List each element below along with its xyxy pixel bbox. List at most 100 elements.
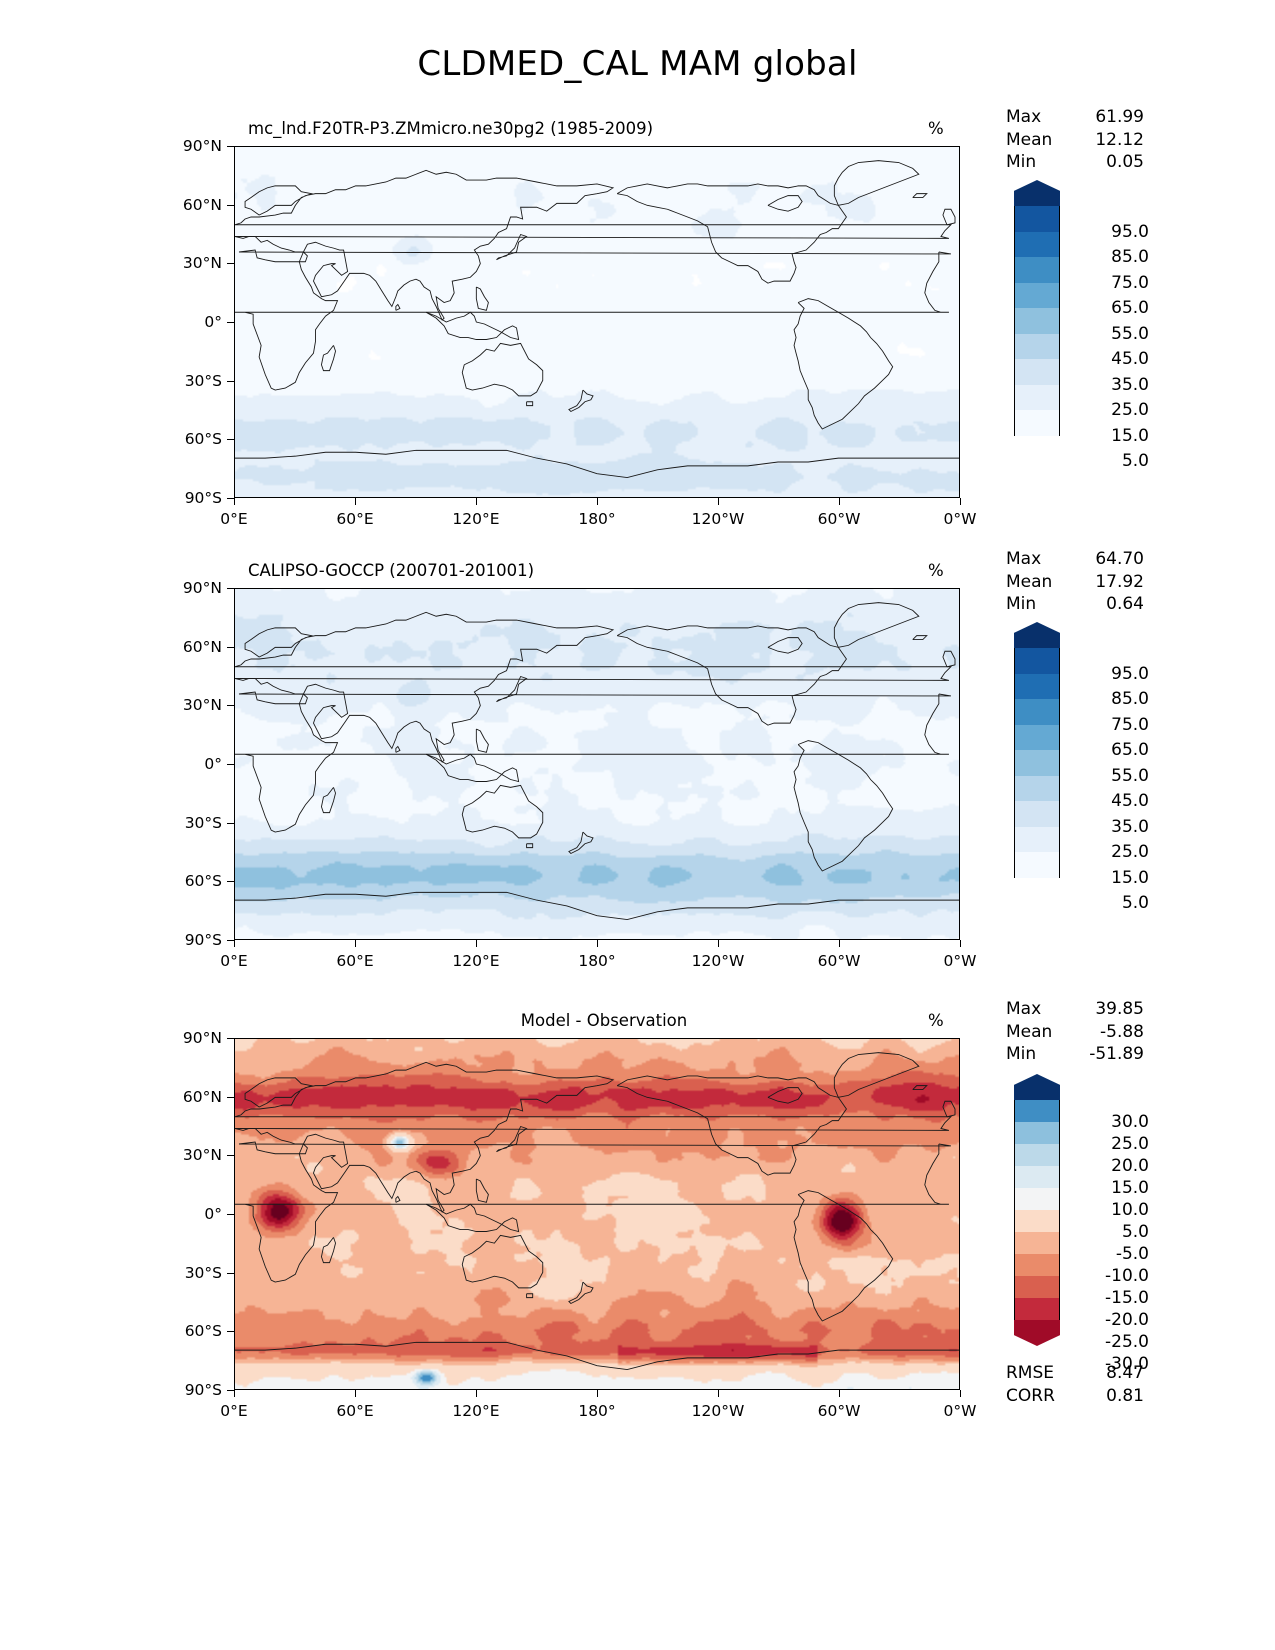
colorbar-segment [1015, 1166, 1059, 1188]
colorbar-tick-label: -15.0 [1105, 1288, 1149, 1308]
xtick-label: 120°W [691, 510, 745, 528]
colorbar-segment [1015, 1144, 1059, 1166]
colorbar-tick-label: 85.0 [1111, 247, 1149, 267]
colorbar-segment [1015, 308, 1059, 334]
stat-value: 0.05 [1106, 152, 1144, 172]
colorbar-top-cap [1014, 1074, 1060, 1100]
colorbar-tick-label: 15.0 [1111, 1178, 1149, 1198]
colorbar-segment [1015, 750, 1059, 776]
stat-value: 17.92 [1095, 571, 1144, 592]
ytick-mark [227, 1096, 234, 1098]
colorbar-tick-label: -20.0 [1105, 1310, 1149, 1330]
xtick-mark [597, 940, 599, 947]
colorbar-segment [1015, 1254, 1059, 1276]
ytick-mark [227, 498, 234, 500]
colorbar-tick-label: 15.0 [1111, 867, 1149, 888]
xtick-label: 120°E [452, 510, 500, 528]
ytick-mark [227, 705, 234, 707]
map-model [234, 146, 960, 498]
ytick-label: 60°N [182, 195, 222, 214]
ytick-mark [227, 764, 234, 766]
colorbar-segment [1015, 673, 1059, 699]
colorbar-segment [1015, 775, 1059, 801]
xtick-mark [597, 1390, 599, 1397]
xtick-mark [960, 498, 962, 505]
ytick-mark [227, 940, 234, 942]
stat-key: Mean [1006, 129, 1053, 150]
xtick-mark [234, 498, 236, 505]
colorbar-bottom-cap [1014, 1320, 1060, 1346]
xtick-label: 60°E [336, 952, 374, 970]
stat-key: Max [1006, 107, 1042, 127]
colorbar-top-cap [1014, 622, 1060, 648]
colorbar-segment [1015, 282, 1059, 308]
colorbar-segment [1015, 826, 1059, 852]
colorbar-segment [1015, 410, 1059, 436]
colorbar-segment [1015, 1188, 1059, 1210]
units-label-difference: % [928, 1011, 944, 1030]
ytick-label: 60°S [184, 872, 222, 891]
stat-value: 0.64 [1106, 594, 1144, 614]
colorbar-bottom-cap [1014, 877, 1060, 904]
xtick-label: 60°W [817, 510, 861, 528]
map-observation [234, 588, 960, 940]
xtick-label: 120°E [452, 1402, 500, 1420]
ytick-label: 90°N [182, 137, 222, 155]
colorbar-segment [1015, 257, 1059, 283]
xtick-label: 0°E [220, 952, 248, 970]
colorbar-segment [1015, 801, 1059, 827]
colorbar-tick-label: -10.0 [1105, 1266, 1149, 1286]
ytick-label: 30°N [182, 254, 222, 273]
colorbar-segment [1015, 1276, 1059, 1298]
xtick-mark [839, 940, 841, 947]
xtick-mark [597, 498, 599, 505]
stat-key: Mean [1006, 1021, 1053, 1042]
colorbar-segment [1015, 333, 1059, 359]
colorbar-bottom-cap [1014, 435, 1060, 462]
xtick-label: 180° [578, 952, 616, 970]
xtick-label: 0°W [943, 1402, 977, 1420]
colorbar-tick-label: 45.0 [1111, 791, 1149, 811]
ytick-label: 0° [204, 313, 222, 331]
colorbar-segment [1015, 384, 1059, 410]
colorbar-segment [1015, 852, 1059, 878]
ytick-label: 90°S [184, 489, 222, 507]
colorbar-tick-label: -5.0 [1115, 1244, 1149, 1264]
xtick-mark [718, 940, 720, 947]
xtick-mark [234, 1390, 236, 1397]
colorbar-tick-label: 65.0 [1111, 298, 1149, 318]
colorbar-segment [1015, 359, 1059, 385]
ytick-mark [227, 1272, 234, 1274]
xtick-label: 180° [578, 1402, 616, 1420]
stat-key: Min [1006, 1044, 1037, 1064]
ytick-label: 30°N [182, 696, 222, 715]
colorbar-tick-label: -25.0 [1105, 1332, 1149, 1352]
colorbar-segment [1015, 231, 1059, 257]
xtick-mark [718, 498, 720, 505]
colorbar-tick-label: 25.0 [1111, 1134, 1149, 1154]
xtick-mark [839, 498, 841, 505]
colorbar-tick-label: 35.0 [1111, 816, 1149, 837]
colorbar-tick-label: 25.0 [1111, 400, 1149, 420]
xtick-mark [476, 940, 478, 947]
xtick-mark [960, 1390, 962, 1397]
colorbar-tick-label: 95.0 [1111, 221, 1149, 242]
ytick-mark [227, 1390, 234, 1392]
ytick-label: 60°S [184, 1322, 222, 1341]
xtick-label: 120°W [691, 952, 745, 970]
stat-value: 64.70 [1095, 549, 1144, 569]
ytick-mark [227, 263, 234, 265]
ytick-mark [227, 1331, 234, 1333]
stat-value: -5.88 [1100, 1021, 1144, 1042]
figure-title: CLDMED_CAL MAM global [417, 44, 858, 84]
xtick-label: 0°E [220, 1402, 248, 1420]
colorbar-segment [1015, 1232, 1059, 1254]
xtick-mark [476, 1390, 478, 1397]
panel-title-model: mc_lnd.F20TR-P3.ZMmicro.ne30pg2 (1985-20… [248, 119, 654, 138]
xtick-mark [960, 940, 962, 947]
stat-key: Max [1006, 549, 1042, 569]
stat-key: Mean [1006, 571, 1053, 592]
ytick-mark [227, 1038, 234, 1040]
colorbar-tick-label: 25.0 [1111, 842, 1149, 862]
xtick-mark [355, 940, 357, 947]
